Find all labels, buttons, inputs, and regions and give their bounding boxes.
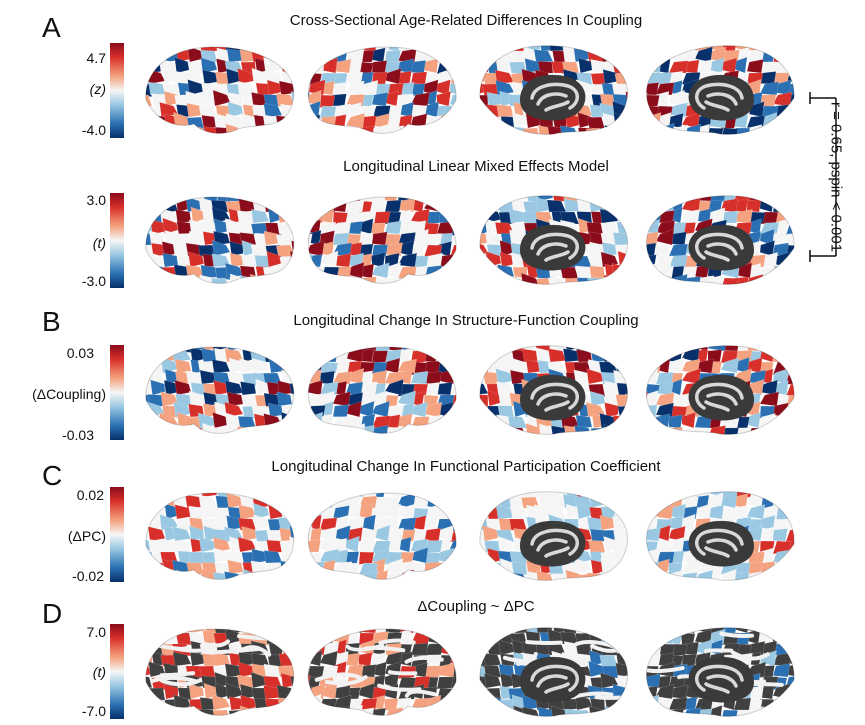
lateral-brain-view (145, 628, 295, 716)
panel-c-title: Longitudinal Change In Functional Partic… (271, 458, 661, 475)
medial-brain-view (646, 345, 795, 435)
colorbar-a (110, 43, 124, 138)
panel-letter-a: A (42, 12, 61, 43)
brain-row-a2 (136, 188, 811, 288)
brain-row-a (136, 38, 811, 138)
colorbar-a-min: -4.0 (81, 122, 106, 138)
lateral-brain-view (307, 628, 457, 716)
panel-b-title: Longitudinal Change In Structure-Functio… (293, 312, 639, 329)
lateral-brain-view (307, 346, 457, 434)
correlation-bracket (809, 92, 837, 262)
colorbar-d-max: 7.0 (86, 624, 106, 640)
colorbar-a-unit: (z) (89, 81, 106, 97)
medial-brain-view (646, 45, 795, 135)
lateral-brain-view (145, 46, 295, 134)
colorbar-d (110, 624, 124, 719)
medial-brain-view (646, 627, 795, 717)
colorbar-c (110, 487, 124, 582)
lateral-brain-view (307, 492, 457, 580)
panel-a2-title: Longitudinal Linear Mixed Effects Model (343, 158, 609, 175)
panel-letter-d: D (42, 598, 63, 629)
lateral-brain-view (145, 492, 295, 580)
panel-d-title: ΔCoupling ~ ΔPC (417, 598, 535, 615)
colorbar-d-min: -7.0 (81, 703, 106, 719)
medial-brain-view (479, 45, 628, 135)
colorbar-a2-max: 3.0 (86, 192, 106, 208)
panel-letter-c: C (42, 460, 63, 491)
colorbar-c-max: 0.02 (76, 487, 104, 503)
medial-brain-view (479, 627, 628, 717)
colorbar-a2-min: -3.0 (81, 273, 106, 289)
lateral-brain-view (307, 196, 457, 284)
colorbar-d-unit: (t) (92, 664, 106, 680)
colorbar-b (110, 345, 124, 440)
medial-brain-view (479, 345, 628, 435)
medial-brain-view (646, 195, 795, 285)
colorbar-a2 (110, 193, 124, 288)
colorbar-c-min: -0.02 (72, 568, 104, 584)
colorbar-b-max: 0.03 (66, 345, 94, 361)
colorbar-b-unit: (ΔCoupling) (32, 386, 106, 402)
colorbar-c-unit: (ΔPC) (67, 528, 106, 544)
medial-brain-view (479, 195, 628, 285)
brain-row-d (136, 620, 811, 720)
colorbar-a-max: 4.7 (86, 50, 106, 66)
lateral-brain-view (145, 346, 295, 434)
colorbar-a2-unit: (t) (92, 235, 106, 251)
correlation-text: r = 0.65, pspin < 0.001 (827, 101, 845, 253)
lateral-brain-view (307, 46, 457, 134)
colorbar-b-min: -0.03 (62, 427, 94, 443)
lateral-brain-view (145, 196, 295, 284)
panel-letter-b: B (42, 306, 61, 337)
brain-row-b (136, 338, 811, 438)
brain-row-c (136, 484, 811, 584)
panel-a-title: Cross-Sectional Age-Related Differences … (289, 12, 643, 29)
medial-brain-view (646, 491, 795, 581)
medial-brain-view (479, 491, 628, 581)
correlation-annotation: r = 0.65, pspin < 0.001 (826, 92, 846, 262)
